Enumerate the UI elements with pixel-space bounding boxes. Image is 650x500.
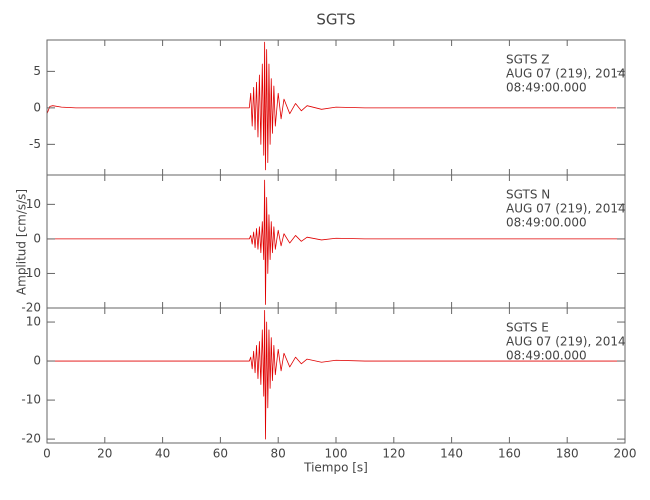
chart-title: SGTS <box>316 11 355 29</box>
x-axis-label: Tiempo [s] <box>303 461 368 475</box>
panel-annotation: 08:49:00.000 <box>506 349 587 363</box>
x-tick-label: 120 <box>382 447 405 461</box>
y-tick-label: 0 <box>33 100 41 114</box>
panel-annotation: AUG 07 (219), 2014 <box>506 202 626 216</box>
y-tick-label: -5 <box>29 137 41 151</box>
y-tick-label: -20 <box>21 432 41 446</box>
y-tick-label: -10 <box>21 266 41 280</box>
x-tick-label: 20 <box>97 447 112 461</box>
panel-annotation: SGTS N <box>506 188 550 202</box>
x-tick-label: 0 <box>43 447 51 461</box>
x-tick-label: 80 <box>271 447 286 461</box>
y-axis-label: Amplitud [cm/s/s] <box>15 189 29 295</box>
panel-annotation: AUG 07 (219), 2014 <box>506 67 626 81</box>
panel-annotation: 08:49:00.000 <box>506 81 587 95</box>
x-tick-label: 200 <box>614 447 637 461</box>
y-tick-label: 5 <box>33 64 41 78</box>
y-tick-label: 10 <box>26 197 41 211</box>
x-tick-label: 140 <box>440 447 463 461</box>
x-tick-label: 100 <box>325 447 348 461</box>
y-tick-label: -20 <box>21 301 41 315</box>
x-tick-label: 180 <box>556 447 579 461</box>
waveform <box>47 179 625 305</box>
waveform <box>47 309 625 440</box>
panel-annotation: AUG 07 (219), 2014 <box>506 335 626 349</box>
x-tick-label: 60 <box>213 447 228 461</box>
y-tick-label: -10 <box>21 393 41 407</box>
x-tick-label: 40 <box>155 447 170 461</box>
panel-annotation: 08:49:00.000 <box>506 216 587 230</box>
x-tick-label: 160 <box>498 447 521 461</box>
y-tick-label: 0 <box>33 354 41 368</box>
y-tick-label: 10 <box>26 315 41 329</box>
waveform <box>46 41 617 171</box>
panel-annotation: SGTS Z <box>506 53 549 67</box>
panel-annotation: SGTS E <box>506 321 549 335</box>
y-tick-label: 0 <box>33 231 41 245</box>
